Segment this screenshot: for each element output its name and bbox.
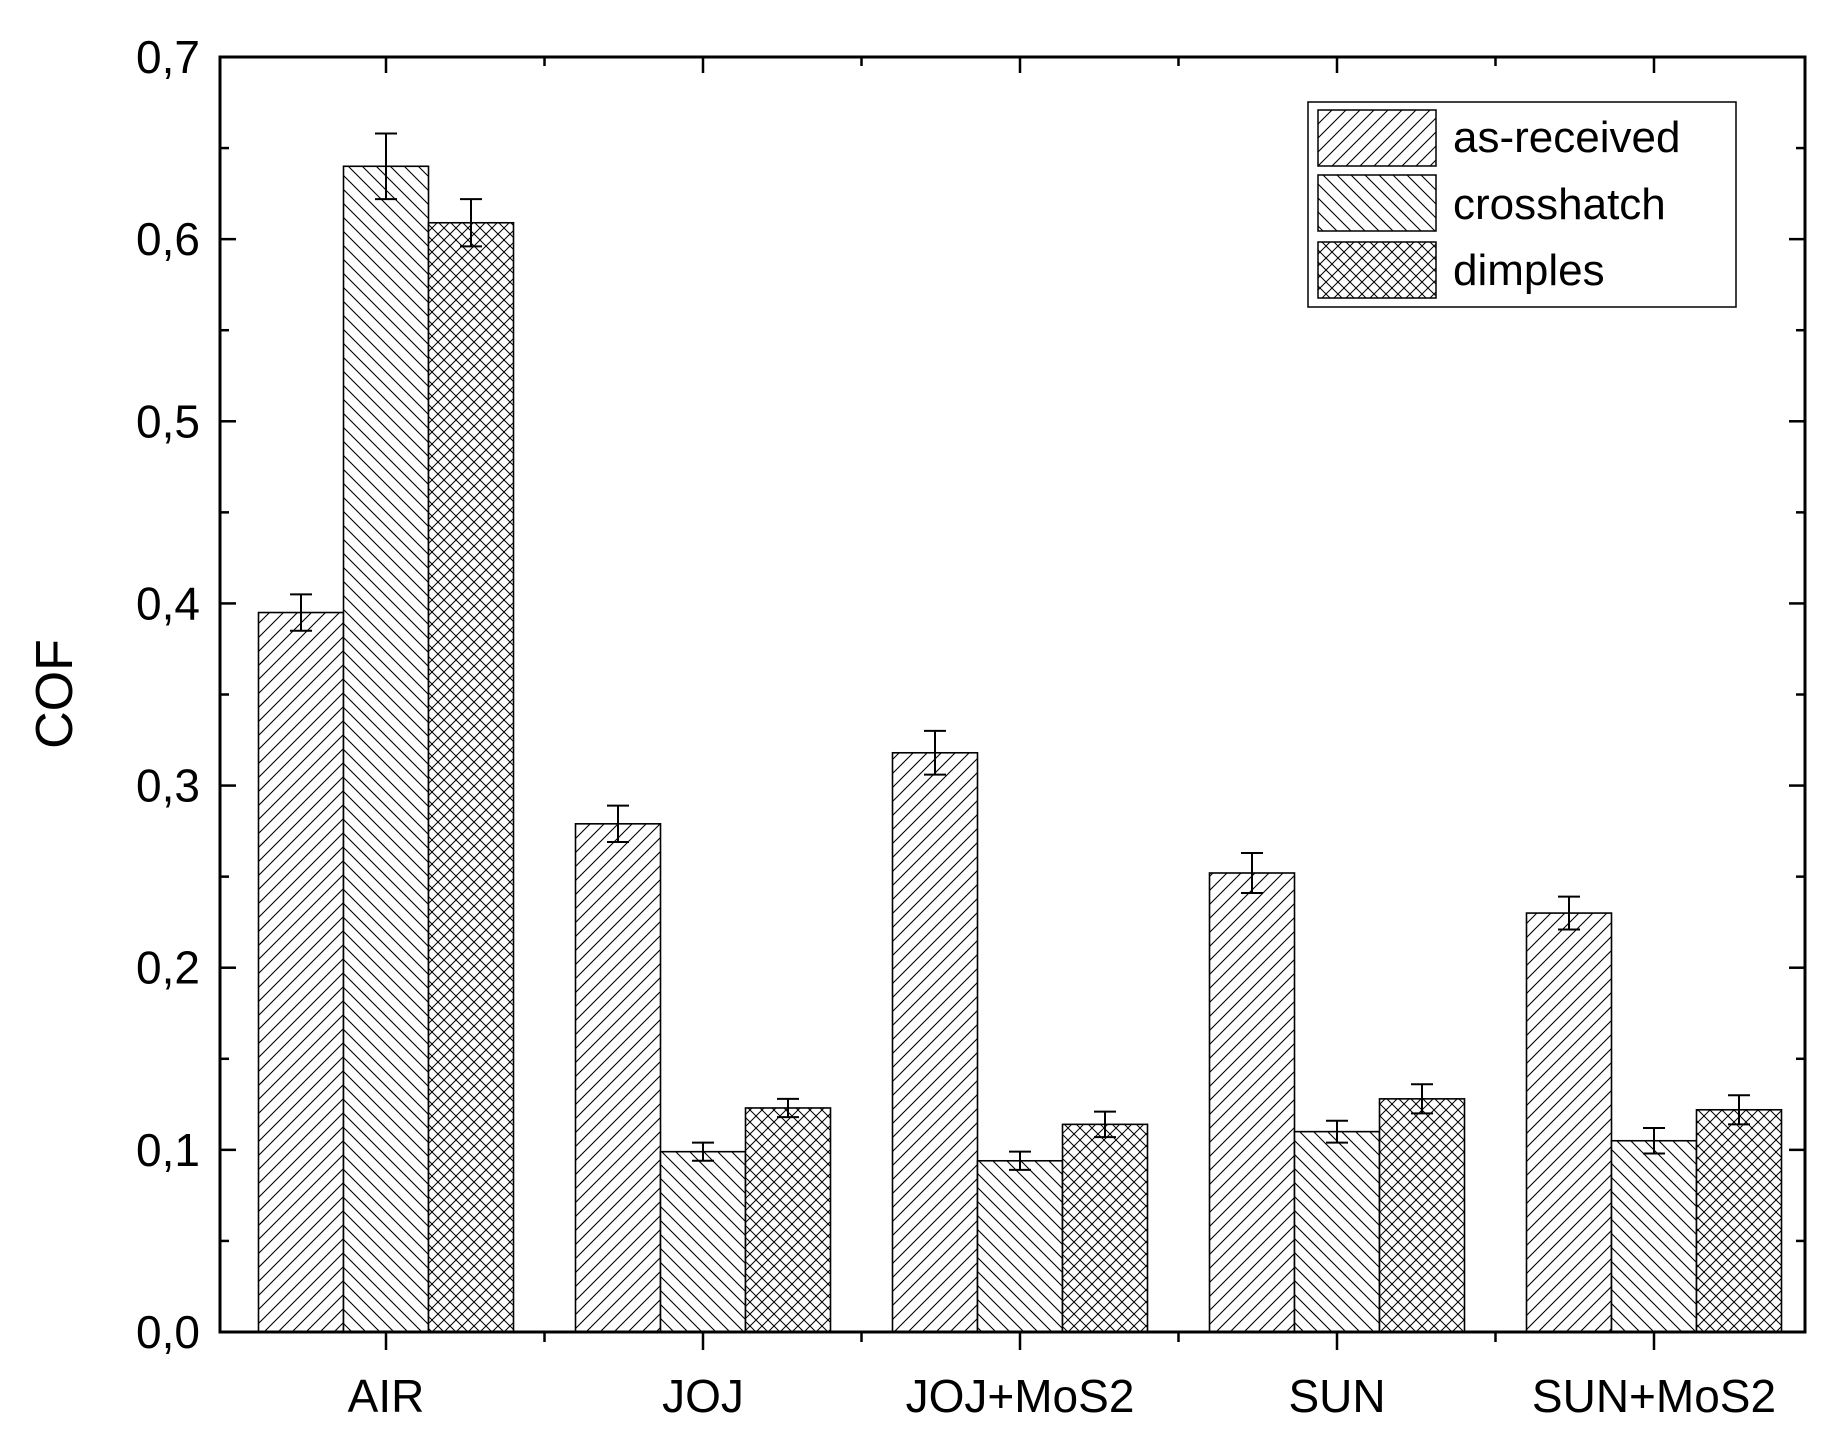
bar-as-received-AIR	[257, 611, 345, 1333]
legend-swatch-as-received	[1317, 109, 1437, 167]
error-bar-dimples-SUN+MoS2	[1728, 1094, 1750, 1126]
error-bar-as-received-AIR	[290, 593, 312, 632]
axis-ticks	[220, 55, 1805, 1350]
bar-dimples-SUN+MoS2	[1695, 1108, 1783, 1333]
bar-dimples-JOJ	[744, 1107, 832, 1333]
y-tick-label: 0,0	[136, 1306, 200, 1358]
bar-crosshatch-AIR	[342, 165, 430, 1333]
bar-crosshatch-JOJ	[659, 1150, 747, 1333]
error-bar-crosshatch-JOJ	[692, 1141, 714, 1162]
y-tick-label: 0,6	[136, 213, 200, 265]
error-bar-as-received-SUN+MoS2	[1558, 895, 1580, 931]
legend-swatch-crosshatch	[1317, 174, 1437, 232]
error-bar-as-received-JOJ	[607, 804, 629, 844]
legend: as-received crosshatch dimples	[1307, 101, 1737, 308]
y-tick-label: 0,7	[136, 31, 200, 83]
y-tick-label: 0,3	[136, 760, 200, 812]
bar-crosshatch-SUN+MoS2	[1610, 1139, 1698, 1333]
x-tick-label: SUN+MoS2	[1532, 1370, 1776, 1422]
y-tick-labels: 0,0 0,1 0,2 0,3 0,4 0,5 0,6 0,7	[136, 31, 200, 1358]
y-tick-label: 0,2	[136, 942, 200, 994]
error-bar-as-received-SUN	[1241, 851, 1263, 895]
error-bar-crosshatch-SUN	[1326, 1119, 1348, 1144]
x-tick-labels: AIR JOJ JOJ+MoS2 SUN SUN+MoS2	[348, 1370, 1776, 1422]
legend-swatch-dimples	[1317, 241, 1437, 299]
bar-crosshatch-JOJ+MoS2	[976, 1159, 1064, 1333]
bar-crosshatch-SUN	[1293, 1130, 1381, 1333]
x-tick-label: AIR	[348, 1370, 425, 1422]
bar-as-received-SUN+MoS2	[1525, 912, 1613, 1333]
legend-label-dimples: dimples	[1453, 246, 1605, 295]
bar-as-received-JOJ	[574, 823, 662, 1333]
error-bar-crosshatch-SUN+MoS2	[1643, 1127, 1665, 1155]
y-tick-label: 0,4	[136, 577, 200, 629]
x-tick-label: JOJ+MoS2	[906, 1370, 1135, 1422]
bar-as-received-JOJ+MoS2	[891, 751, 979, 1333]
error-bar-dimples-JOJ	[777, 1097, 799, 1119]
error-bar-crosshatch-JOJ+MoS2	[1009, 1150, 1031, 1171]
bar-dimples-SUN	[1378, 1098, 1466, 1333]
error-bar-as-received-JOJ+MoS2	[924, 729, 946, 776]
bar-dimples-JOJ+MoS2	[1061, 1123, 1149, 1333]
error-bars-layer	[290, 132, 1750, 1171]
y-tick-label: 0,1	[136, 1124, 200, 1176]
y-axis-label: COF	[26, 639, 84, 749]
legend-label-as-received: as-received	[1453, 113, 1680, 162]
legend-label-crosshatch: crosshatch	[1453, 180, 1666, 229]
bar-as-received-SUN	[1208, 872, 1296, 1333]
x-tick-label: SUN	[1288, 1370, 1385, 1422]
bar-dimples-AIR	[427, 221, 515, 1333]
error-bar-dimples-AIR	[460, 198, 482, 248]
error-bar-dimples-JOJ+MoS2	[1094, 1110, 1116, 1139]
error-bar-crosshatch-AIR	[375, 132, 397, 201]
y-tick-label: 0,5	[136, 395, 200, 447]
error-bar-dimples-SUN	[1411, 1083, 1433, 1115]
x-tick-label: JOJ	[662, 1370, 744, 1422]
